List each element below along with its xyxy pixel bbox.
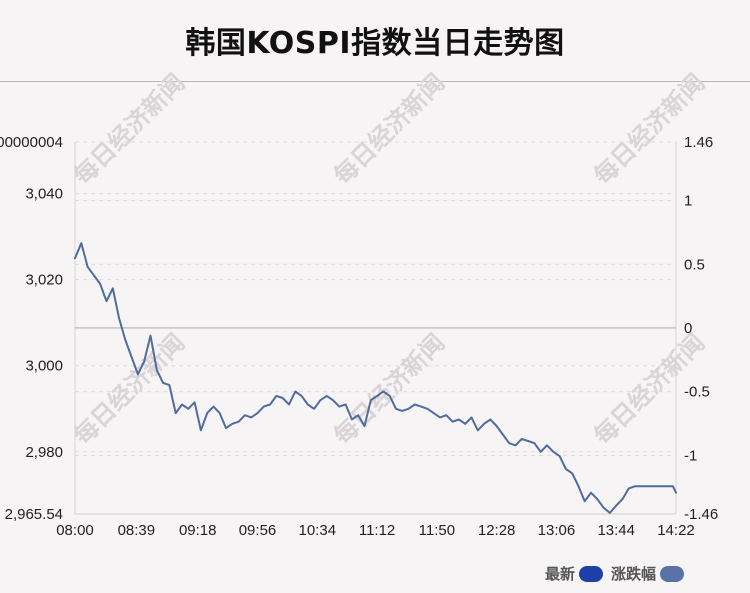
y-left-tick-label: 3,040 xyxy=(25,186,63,203)
legend-item-change[interactable]: 涨跌幅 xyxy=(611,563,684,584)
y-left-tick-label: 3,052.0000000004 xyxy=(0,134,63,151)
legend-label-change: 涨跌幅 xyxy=(610,565,656,583)
x-tick-label: 11:50 xyxy=(419,522,455,539)
watermark: 每日经济新闻 xyxy=(68,328,190,450)
watermark: 每日经济新闻 xyxy=(328,68,450,190)
y-right-tick-label: 1.46 xyxy=(684,134,713,151)
watermark: 每日经济新闻 xyxy=(328,328,450,450)
watermark: 每日经济新闻 xyxy=(588,68,710,190)
x-tick-label: 13:06 xyxy=(538,522,576,539)
y-left-tick-label: 2,965.54 xyxy=(5,506,63,523)
chart-title: 韩国KOSPI指数当日走势图 xyxy=(185,26,565,61)
watermark: 每日经济新闻 xyxy=(68,68,190,190)
x-tick-label: 12:28 xyxy=(478,522,516,539)
y-left-tick-label: 3,000 xyxy=(25,358,63,375)
x-tick-label: 09:56 xyxy=(239,522,277,539)
y-right-tick-label: 1 xyxy=(684,193,692,210)
x-tick-label: 09:18 xyxy=(179,522,217,539)
x-tick-label: 14:22 xyxy=(657,522,695,539)
legend-item-latest[interactable]: 最新 xyxy=(545,563,603,584)
series-line-latest[interactable] xyxy=(74,242,677,514)
legend: 最新 涨跌幅 xyxy=(545,563,684,584)
x-tick-label: 08:39 xyxy=(118,522,156,539)
legend-swatch-change xyxy=(660,565,684,582)
y-right-tick-label: 0 xyxy=(684,320,692,337)
y-right-tick-label: -1 xyxy=(684,447,697,464)
legend-swatch-latest xyxy=(578,565,603,582)
y-left-tick-label: 2,980 xyxy=(25,444,63,461)
y-left-tick-label: 3,020 xyxy=(25,272,63,289)
y-right-tick-label: -1.46 xyxy=(684,506,718,523)
x-tick-label: 08:00 xyxy=(56,522,94,539)
x-tick-label: 11:12 xyxy=(359,522,395,539)
x-tick-label: 10:34 xyxy=(299,522,337,539)
y-right-tick-label: -0.5 xyxy=(684,384,710,401)
y-right-tick-label: 0.5 xyxy=(684,256,705,273)
legend-label-latest: 最新 xyxy=(544,565,575,583)
x-tick-label: 13:44 xyxy=(597,522,635,539)
title-divider xyxy=(0,81,750,82)
